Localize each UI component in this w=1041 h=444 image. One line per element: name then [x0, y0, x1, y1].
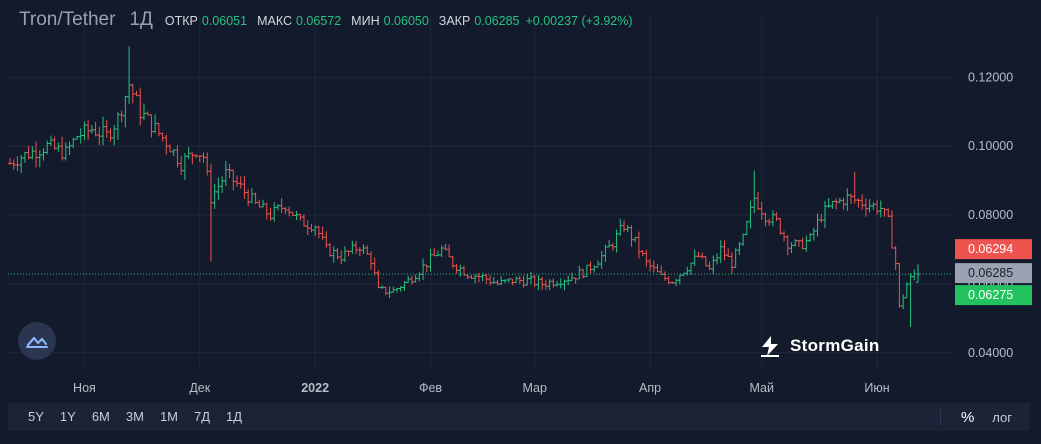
time-tick-label: 2022 — [301, 381, 329, 395]
close-value: 0.06285 — [474, 14, 520, 28]
time-tick-label: Июн — [864, 381, 889, 395]
range-button-1m[interactable]: 1M — [159, 409, 178, 424]
time-tick-label: Мар — [522, 381, 547, 395]
time-tick-label: Дек — [189, 381, 210, 395]
range-button-7d[interactable]: 7Д — [194, 409, 211, 424]
low-label: МИН — [351, 14, 380, 28]
price-tag-last-bg — [955, 263, 1032, 284]
range-button-1y[interactable]: 1Y — [59, 409, 76, 424]
percent-scale-toggle[interactable]: % — [960, 408, 975, 426]
range-button-1d[interactable]: 1Д — [226, 409, 243, 424]
interval-label[interactable]: 1Д — [129, 9, 153, 30]
time-tick-label: Ноя — [73, 381, 96, 395]
time-tick-label: Фев — [419, 381, 442, 395]
close-label: ЗАКР — [438, 14, 471, 28]
price-tick-label: 0.10000 — [968, 139, 1013, 153]
pair-title[interactable]: Tron/Tether — [19, 9, 116, 30]
range-button-3m[interactable]: 3M — [125, 409, 144, 424]
open-label: ОТКР — [164, 14, 198, 28]
brand-name: StormGain — [790, 336, 880, 355]
price-tag-last: 0.06285 — [968, 266, 1013, 280]
range-button-5y[interactable]: 5Y — [28, 409, 44, 424]
high-value: 0.06572 — [295, 14, 342, 28]
bottom-toolbar: 5Y 1Y 6M 3M 1M 7Д 1Д % лог — [8, 403, 1030, 431]
range-button-6m[interactable]: 6M — [91, 409, 110, 424]
price-tag-high: 0.06294 — [968, 242, 1013, 256]
price-tags: 0.06294 0.06285 0.06275 — [955, 239, 1032, 306]
time-tick-label: Май — [749, 381, 774, 395]
price-tick-label: 0.08000 — [968, 208, 1013, 222]
chart-grid — [8, 16, 952, 370]
chart-legend: Tron/Tether 1Д ОТКР 0.06051 МАКС 0.06572… — [19, 9, 633, 35]
price-tick-label: 0.04000 — [968, 346, 1013, 360]
brand-watermark: StormGain — [758, 334, 880, 358]
log-scale-toggle[interactable]: лог — [992, 409, 1012, 425]
toolbar-divider — [940, 409, 941, 425]
time-tick-label: Апр — [639, 381, 661, 395]
candle-series — [8, 46, 952, 327]
low-value: 0.06050 — [383, 14, 429, 28]
price-tag-low-bg — [955, 285, 1032, 306]
stormgain-logo-icon — [761, 336, 779, 357]
price-tag-high-bg — [955, 239, 1032, 260]
price-tick-label: 0.12000 — [968, 70, 1013, 84]
time-axis: Ноя Дек 2022 Фев Мар Апр Май Июн — [73, 381, 890, 395]
open-value: 0.06051 — [201, 14, 248, 28]
high-label: МАКС — [257, 14, 292, 28]
cloud-chart-icon — [26, 336, 48, 348]
tradingview-cloud-icon[interactable] — [18, 322, 56, 360]
price-tag-low: 0.06275 — [968, 288, 1013, 302]
change-value: +0.00237 (+3.92%) — [525, 14, 633, 28]
